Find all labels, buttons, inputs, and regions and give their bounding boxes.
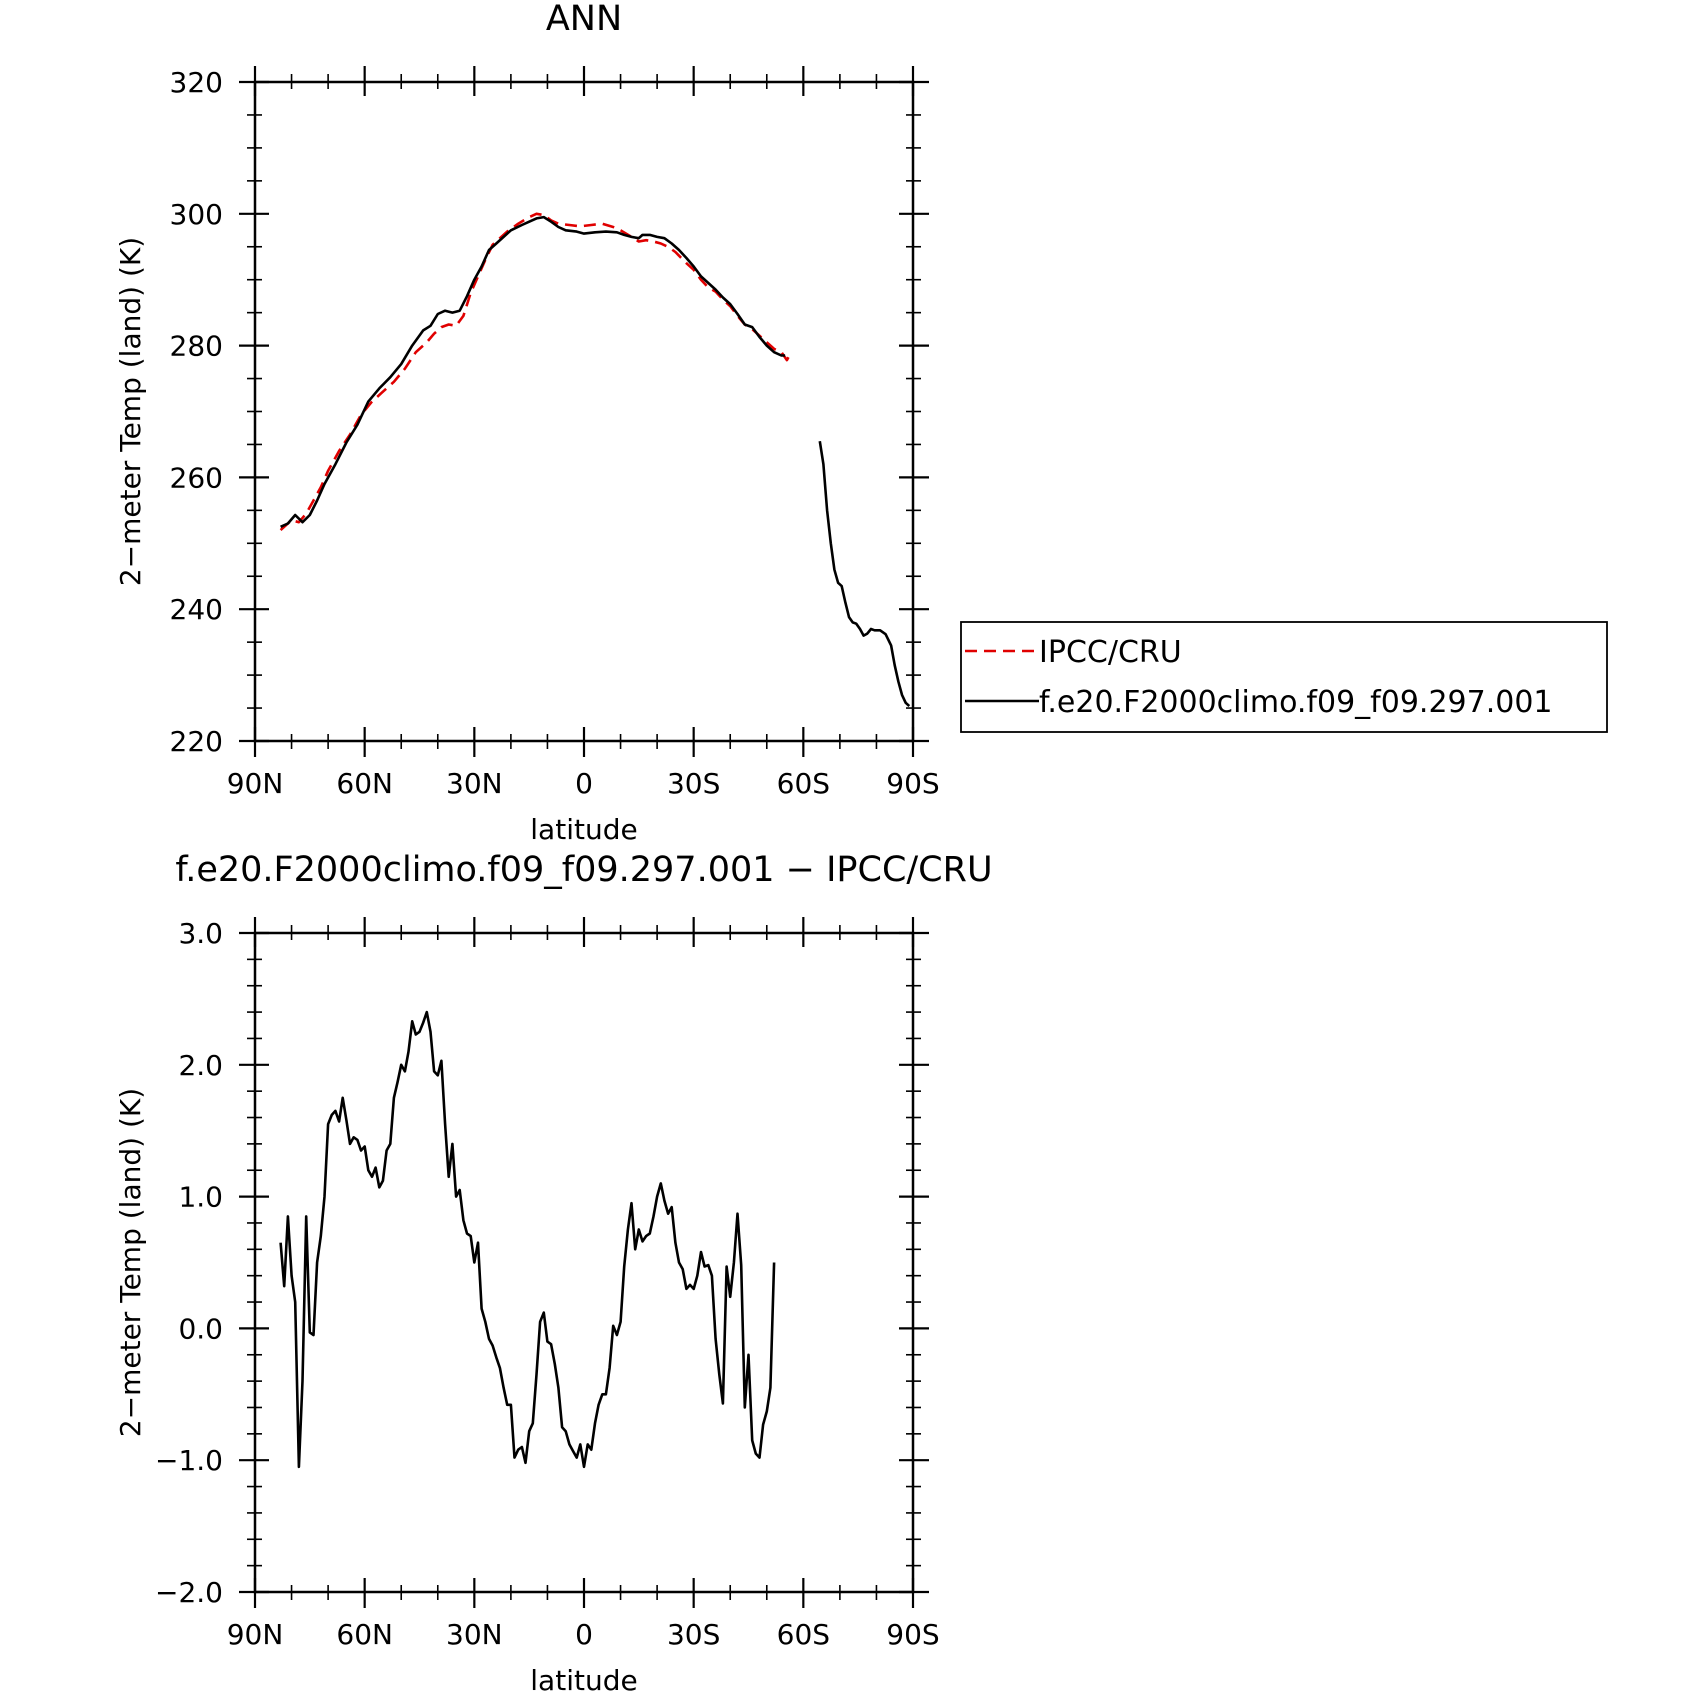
series-line-2 (280, 215, 786, 528)
x-tick-label: 0 (575, 767, 593, 800)
plot-frame (253, 80, 915, 743)
chart-title: ANN (546, 0, 622, 39)
panel-1: ANN 90N 60N 30N 0 30S 60S 90S 220 240 260 280 300 320… (114, 0, 1608, 846)
y-tick-label: −1.0 (155, 1444, 223, 1477)
y-tick-label: 240 (170, 593, 223, 626)
x-tick-label: 30S (667, 767, 720, 800)
legend-box (960, 621, 1608, 733)
legend-entry: IPCC/CRU (1039, 635, 1182, 670)
x-tick-label: 90N (227, 767, 284, 800)
x-tick-label: 30N (446, 1618, 503, 1651)
x-axis-label: latitude (530, 1664, 637, 1694)
x-tick-label: 90S (886, 767, 939, 800)
y-tick-label: 1.0 (178, 1181, 223, 1214)
x-tick-label: 30N (446, 767, 503, 800)
chart-title: f.e20.F2000climo.f09_f09.297.001 − IPCC/… (175, 850, 992, 890)
y-tick-label: −2.0 (155, 1576, 223, 1609)
y-axis-label: 2−meter Temp (land) (K) (114, 237, 147, 586)
x-tick-label: 60N (336, 1618, 393, 1651)
series-line-3 (818, 440, 911, 708)
y-tick-label: 0.0 (178, 1312, 223, 1345)
x-tick-label: 90N (227, 1618, 284, 1651)
y-tick-label: 300 (170, 198, 223, 231)
y-tick-label: 3.0 (178, 917, 223, 950)
legend-entry: f.e20.F2000climo.f09_f09.297.001 (1039, 685, 1553, 720)
x-tick-label: 0 (575, 1618, 593, 1651)
x-tick-label: 90S (886, 1618, 939, 1651)
x-tick-label: 30S (667, 1618, 720, 1651)
y-tick-label: 280 (170, 330, 223, 363)
y-axis-label: 2−meter Temp (land) (K) (114, 1088, 147, 1437)
series-line-1 (279, 1010, 776, 1469)
y-tick-label: 320 (170, 66, 223, 99)
x-tick-label: 60S (777, 1618, 830, 1651)
series-line-1 (279, 212, 790, 532)
y-tick-label: 260 (170, 461, 223, 494)
x-tick-label: 60S (777, 767, 830, 800)
x-tick-label: 60N (336, 767, 393, 800)
x-axis-label: latitude (530, 813, 637, 846)
plot-frame (253, 931, 915, 1594)
y-tick-label: 220 (170, 725, 223, 758)
legend: IPCC/CRU f.e20.F2000climo.f09_f09.297.001 (960, 621, 1608, 733)
panel-2: f.e20.F2000climo.f09_f09.297.001 − IPCC/… (114, 850, 993, 1694)
y-tick-label: 2.0 (178, 1049, 223, 1082)
